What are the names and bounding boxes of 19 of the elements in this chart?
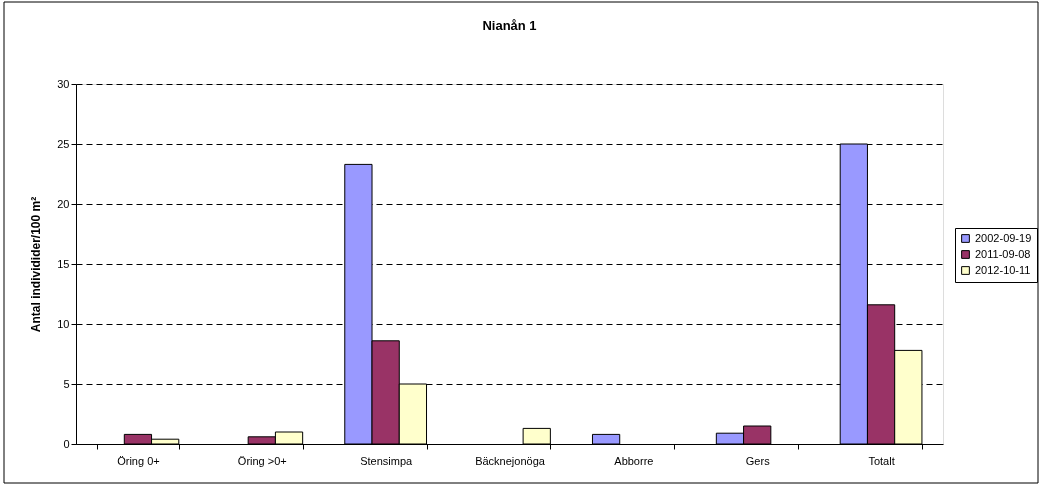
legend-label: 2011-09-08: [975, 247, 1031, 260]
legend-label: 2002-09-19: [975, 231, 1032, 244]
x-tick-label: Öring 0+: [117, 454, 160, 467]
x-tick-label: Gers: [745, 454, 771, 467]
y-tick-label: 25: [57, 137, 70, 150]
legend-label: 2012-10-11: [975, 263, 1031, 276]
y-tick-label: 10: [57, 317, 70, 330]
x-tick-label: Öring >0+: [237, 454, 287, 467]
chart-title: Nianån 1: [482, 17, 537, 33]
x-tick-label: Stensimpa: [360, 454, 413, 467]
y-tick-label: 15: [57, 257, 70, 270]
y-tick-label: 30: [57, 77, 70, 90]
y-tick-label: 5: [63, 377, 70, 390]
y-tick-label: 0: [63, 437, 70, 450]
y-tick-label: 20: [57, 197, 70, 210]
x-tick-label: Totalt: [868, 454, 895, 467]
x-tick-label: Bäcknejonöga: [475, 454, 546, 467]
y-axis-title: Antal individider/100 m²: [29, 196, 44, 333]
x-tick-label: Abborre: [614, 454, 654, 467]
